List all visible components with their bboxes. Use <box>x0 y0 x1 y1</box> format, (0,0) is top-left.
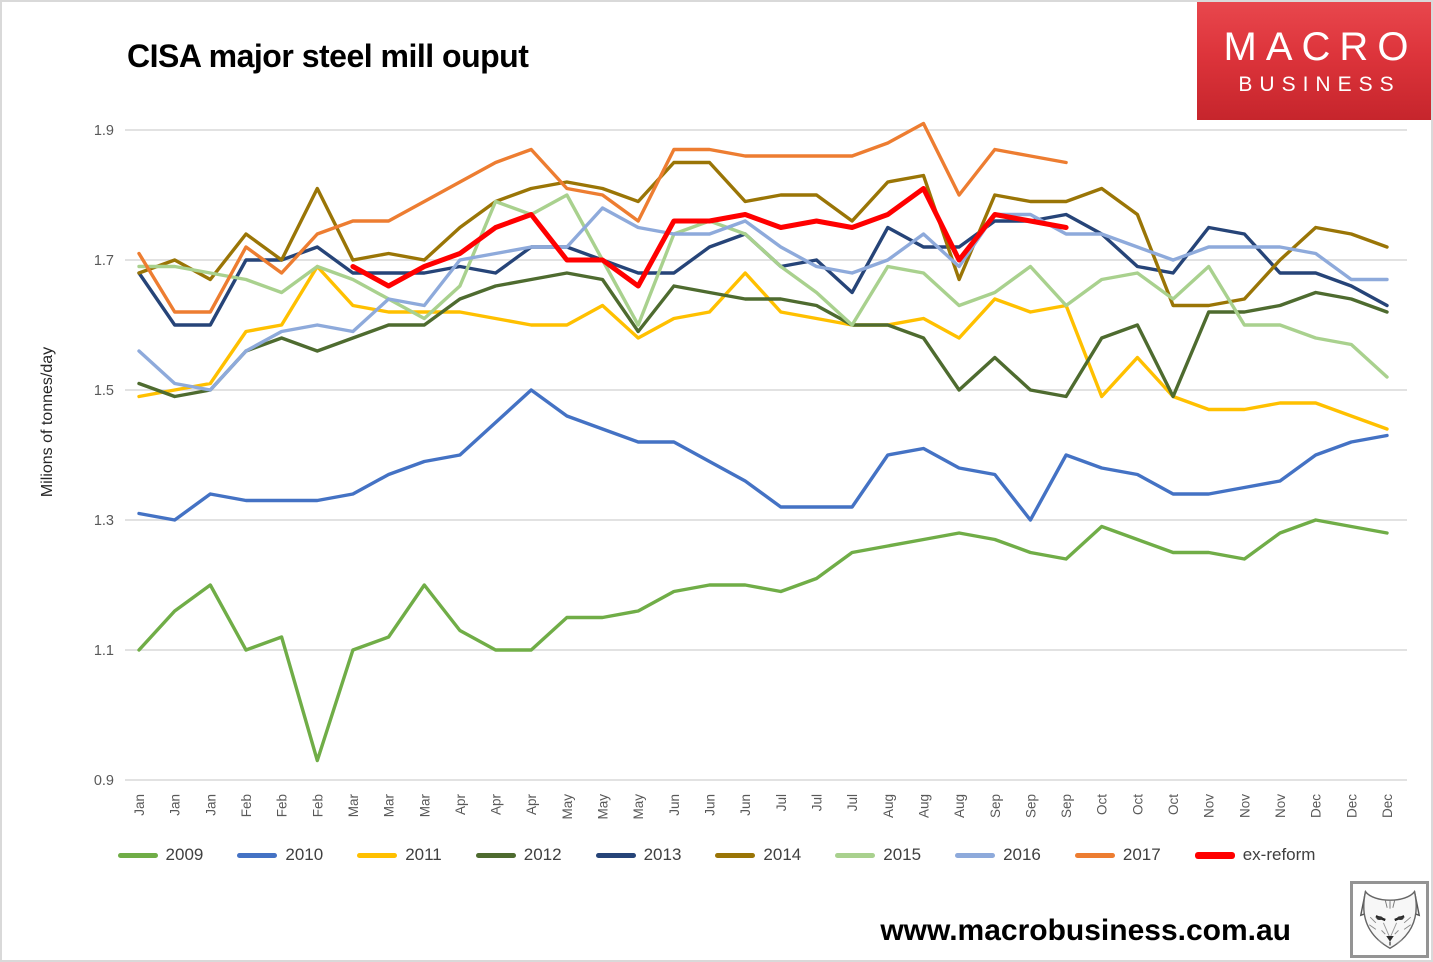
x-tick-label-33: Dec <box>1309 794 1324 818</box>
series-line-2015 <box>137 193 1389 379</box>
legend-item-2010[interactable]: 2010 <box>237 845 323 865</box>
legend-swatch-2011 <box>357 852 398 858</box>
logo-text-macro: MACRO <box>1223 25 1418 69</box>
legend-item-2015[interactable]: 2015 <box>835 845 921 865</box>
y-tick-label: 1.1 <box>94 643 114 659</box>
x-tick-label-4: Feb <box>275 794 290 817</box>
macrobusiness-logo: MACRO BUSINESS <box>1197 2 1431 120</box>
x-tick-label-1: Jan <box>168 794 183 816</box>
series-line-2016 <box>137 206 1389 392</box>
x-tick-label-24: Sep <box>988 794 1003 818</box>
legend-label-ex-reform: ex-reform <box>1242 845 1316 864</box>
legend-label-2015: 2015 <box>883 845 922 864</box>
legend-swatch-2016 <box>955 852 996 858</box>
x-tick-label-3: Feb <box>239 794 254 817</box>
series-line-2017 <box>137 121 1068 314</box>
x-tick-label-18: Jul <box>774 794 789 811</box>
x-tick-label-12: May <box>560 794 575 820</box>
legend-swatch-2012 <box>475 852 516 858</box>
x-tick-label-35: Dec <box>1380 794 1395 818</box>
legend-label-2012: 2012 <box>523 845 562 864</box>
legend-label-2010: 2010 <box>285 845 324 864</box>
x-tick-label-34: Dec <box>1344 794 1359 818</box>
x-tick-label-15: Jun <box>667 794 682 816</box>
y-tick-label: 1.9 <box>94 123 114 139</box>
x-tick-label-16: Jun <box>703 794 718 816</box>
legend-label-2009: 2009 <box>165 845 204 864</box>
x-tick-label-19: Jul <box>809 794 824 811</box>
legend-item-2012[interactable]: 2012 <box>475 845 562 865</box>
x-tick-label-31: Nov <box>1237 794 1252 818</box>
x-tick-label-7: Mar <box>382 793 397 817</box>
legend-label-2014: 2014 <box>763 845 802 864</box>
x-tick-label-29: Oct <box>1166 794 1181 815</box>
legend-label-2017: 2017 <box>1122 845 1161 864</box>
series-line-ex-reform <box>350 186 1069 289</box>
x-tick-label-13: May <box>596 794 611 820</box>
legend-swatch-2017 <box>1074 852 1115 858</box>
legend-swatch-2015 <box>835 852 876 858</box>
series-line-2009 <box>137 518 1389 763</box>
legend-swatch-2010 <box>237 852 278 858</box>
legend-item-2016[interactable]: 2016 <box>955 845 1041 865</box>
series-line-2011 <box>137 264 1389 431</box>
x-tick-label-30: Nov <box>1202 794 1217 818</box>
legend-item-2011[interactable]: 2011 <box>357 845 442 865</box>
legend-label-2011: 2011 <box>405 845 442 864</box>
footer-url: www.macrobusiness.com.au <box>880 914 1291 947</box>
y-tick-label: 0.9 <box>94 773 114 789</box>
x-tick-label-0: Jan <box>132 794 147 816</box>
series-line-2012 <box>137 271 1389 399</box>
legend-swatch-ex-reform <box>1194 851 1235 859</box>
legend-item-2013[interactable]: 2013 <box>595 845 682 865</box>
y-tick-label: 1.3 <box>94 513 114 529</box>
legend-item-2014[interactable]: 2014 <box>715 845 801 865</box>
chart-legend: 2009 2010 2011 2012 2013 2014 2015 2016 2017 ex-r… <box>2 845 1431 865</box>
x-tick-label-6: Mar <box>346 793 361 817</box>
x-tick-label-14: May <box>631 794 646 820</box>
legend-swatch-2014 <box>715 852 756 858</box>
legend-label-2016: 2016 <box>1003 845 1041 864</box>
legend-item-2009[interactable]: 2009 <box>117 845 204 865</box>
x-tick-label-28: Oct <box>1130 794 1145 815</box>
wolf-logo-box <box>1350 881 1429 958</box>
x-tick-label-21: Aug <box>881 794 896 818</box>
legend-item-2017[interactable]: 2017 <box>1074 845 1161 865</box>
legend-swatch-2013 <box>595 852 636 858</box>
x-tick-label-5: Feb <box>310 794 325 817</box>
x-tick-label-10: Apr <box>489 794 504 816</box>
series-line-2010 <box>137 388 1389 522</box>
x-tick-label-2: Jan <box>203 794 218 816</box>
x-tick-label-32: Nov <box>1273 794 1288 818</box>
legend-item-ex-reform[interactable]: ex-reform <box>1194 845 1316 865</box>
legend-label-2013: 2013 <box>643 845 682 864</box>
legend-swatch-2009 <box>117 852 158 858</box>
x-tick-label-22: Aug <box>916 794 931 818</box>
x-tick-label-20: Jul <box>845 794 860 811</box>
y-tick-label: 1.5 <box>94 383 114 399</box>
x-tick-label-9: Apr <box>453 794 468 816</box>
series-line-2014 <box>137 160 1389 308</box>
chart-title: CISA major steel mill ouput <box>127 38 529 74</box>
x-tick-label-11: Apr <box>524 794 539 816</box>
logo-text-business: BUSINESS <box>1238 73 1401 96</box>
wolf-icon <box>1359 889 1420 949</box>
x-tick-label-26: Sep <box>1059 794 1074 818</box>
x-tick-label-17: Jun <box>738 794 753 816</box>
x-tick-label-23: Aug <box>952 794 967 818</box>
x-tick-label-8: Mar <box>417 793 432 817</box>
x-tick-label-27: Oct <box>1095 794 1110 815</box>
y-tick-label: 1.7 <box>94 253 114 269</box>
x-tick-label-25: Sep <box>1023 794 1038 818</box>
